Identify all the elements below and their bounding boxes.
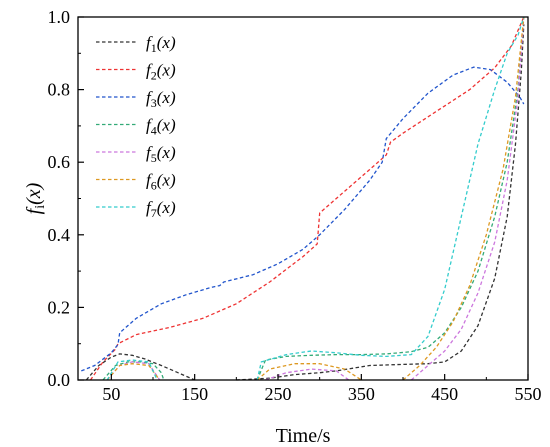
legend-entry-suffix: (x) — [157, 33, 176, 52]
series-line-f6-segment-2 — [256, 363, 362, 381]
x-tick-label: 250 — [265, 384, 292, 404]
y-axis-title-sub: i — [33, 205, 48, 209]
y-axis-title-suffix: (x) — [23, 182, 45, 205]
legend-entry-suffix: (x) — [157, 116, 176, 135]
legend: f1(x)f2(x)f3(x)f4(x)f5(x)f6(x)f7(x) — [96, 33, 176, 220]
legend-entry-sub: 3 — [151, 96, 157, 110]
legend-entry-prefix: f — [146, 88, 153, 107]
legend-entry-suffix: (x) — [157, 143, 176, 162]
series-line-f7-segment-2 — [256, 16, 525, 381]
series-line-f5-segment-2 — [265, 368, 350, 381]
legend-entry-prefix: f — [146, 33, 153, 52]
legend-entry: f4(x) — [146, 116, 176, 138]
legend-entry-prefix: f — [146, 198, 153, 217]
series-line-f5-segment-3 — [410, 16, 525, 381]
y-tick-label: 0.2 — [48, 297, 71, 317]
legend-entry-prefix: f — [146, 61, 153, 80]
series-line-f4-segment-1 — [102, 361, 165, 381]
x-tick-label: 150 — [181, 384, 208, 404]
series-line-f1-segment-2 — [236, 24, 525, 381]
series-line-f7-segment-1 — [106, 359, 158, 381]
legend-entry-sub: 5 — [151, 151, 157, 165]
y-axis-title-prefix: f — [23, 206, 45, 214]
y-tick-label: 0.0 — [48, 370, 71, 390]
legend-entry-sub: 6 — [151, 179, 157, 193]
y-tick-label: 1.0 — [48, 7, 71, 27]
legend-entry-suffix: (x) — [157, 171, 176, 190]
x-tick-label: 450 — [431, 384, 458, 404]
ticks-layer: 50 150 250 350 450 550 0.0 0.2 0.4 0.6 0.8 1.0 — [48, 7, 542, 404]
legend-entry-sub: 7 — [151, 206, 157, 220]
legend-entry-suffix: (x) — [157, 198, 176, 217]
legend-entry-suffix: (x) — [157, 61, 176, 80]
x-tick-label: 50 — [102, 384, 120, 404]
series-layer — [81, 16, 525, 381]
x-tick-label: 350 — [348, 384, 375, 404]
legend-entry: f7(x) — [146, 198, 176, 220]
legend-entry-prefix: f — [146, 171, 153, 190]
series-line-f6-segment-3 — [402, 16, 525, 381]
y-tick-label: 0.8 — [48, 80, 71, 100]
series-line-f5-segment-1 — [106, 361, 161, 381]
legend-entry: f2(x) — [146, 61, 176, 83]
legend-entry: f6(x) — [146, 171, 176, 193]
legend-entry-sub: 2 — [151, 69, 157, 83]
y-axis-title: fi(x) — [23, 182, 48, 214]
series-line-f4-segment-2 — [256, 16, 525, 381]
y-tick-label: 0.6 — [48, 152, 71, 172]
x-axis-title: Time/s — [276, 425, 331, 447]
legend-entry: f5(x) — [146, 143, 176, 165]
legend-entry: f3(x) — [146, 88, 176, 110]
y-tick-label: 0.4 — [48, 225, 71, 245]
legend-entry-suffix: (x) — [157, 88, 176, 107]
series-line-f2-segment-1 — [89, 16, 525, 381]
legend-entry-prefix: f — [146, 143, 153, 162]
legend-entry-prefix: f — [146, 116, 153, 135]
legend-entry: f1(x) — [146, 33, 176, 55]
legend-entry-sub: 1 — [151, 41, 157, 55]
legend-entry-sub: 4 — [151, 124, 157, 138]
series-line-f1-segment-1 — [85, 353, 195, 381]
x-tick-label: 550 — [515, 384, 542, 404]
series-line-f3-segment-1 — [81, 66, 525, 372]
